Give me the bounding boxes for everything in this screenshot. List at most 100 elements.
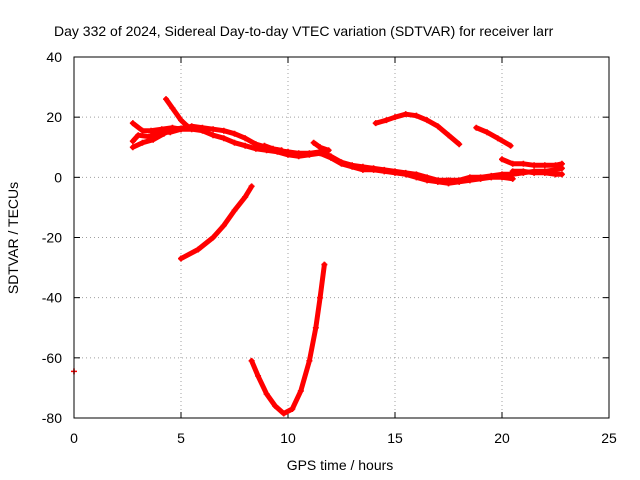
data-point-marker	[488, 174, 495, 181]
data-point-marker	[338, 160, 345, 167]
data-point-marker	[445, 180, 452, 187]
data-point-marker	[306, 357, 313, 364]
data-point-marker	[402, 111, 409, 118]
data-point-marker	[231, 139, 238, 146]
data-point-marker	[139, 139, 146, 146]
x-axis-label: GPS time / hours	[287, 457, 394, 473]
data-point-marker	[150, 136, 157, 143]
data-point-marker	[129, 138, 136, 145]
data-series-5	[163, 96, 191, 130]
data-point-marker	[297, 387, 304, 394]
data-point-marker	[184, 123, 191, 130]
data-point-marker	[541, 162, 548, 169]
data-point-marker	[261, 142, 268, 149]
data-point-marker	[499, 174, 505, 181]
plot-border	[73, 56, 610, 419]
data-point-marker	[499, 156, 505, 163]
y-tick-label: -60	[42, 350, 62, 366]
data-point-marker	[312, 324, 319, 331]
data-point-marker	[494, 135, 501, 142]
data-point-marker	[327, 154, 334, 161]
data-point-marker	[242, 193, 249, 200]
x-tick-label: 20	[494, 430, 510, 446]
data-point-marker	[278, 147, 285, 154]
data-point-marker	[321, 261, 328, 268]
data-point-marker	[484, 129, 491, 136]
data-series-12	[499, 156, 565, 169]
data-point-marker	[169, 126, 176, 133]
data-point-marker	[310, 139, 317, 146]
data-point-marker	[317, 294, 324, 301]
data-point-marker	[558, 160, 565, 167]
data-point-marker	[413, 112, 420, 119]
data-point-marker	[507, 142, 514, 149]
data-point-marker	[531, 162, 538, 169]
data-point-marker	[135, 132, 142, 139]
data-point-marker	[477, 175, 484, 182]
data-point-marker	[392, 169, 398, 176]
data-series-6	[261, 142, 285, 154]
data-point-marker	[178, 117, 184, 124]
data-point-marker	[317, 144, 324, 151]
data-point-marker	[248, 357, 255, 364]
data-point-marker	[270, 145, 277, 152]
y-tick-label: -40	[42, 290, 62, 306]
data-point-marker	[220, 135, 227, 142]
series-trace	[249, 262, 327, 416]
data-point-marker	[434, 123, 441, 130]
data-point-marker	[392, 114, 398, 121]
data-point-marker	[531, 169, 538, 176]
data-point-marker	[285, 151, 291, 158]
data-point-marker	[263, 390, 270, 397]
data-point-marker	[509, 175, 516, 182]
data-series-7	[310, 139, 332, 154]
data-point-marker	[248, 183, 255, 190]
data-point-marker	[129, 144, 136, 151]
x-tick-label: 0	[70, 430, 78, 446]
y-tick-label: 20	[46, 109, 62, 125]
data-point-marker	[231, 207, 238, 214]
x-tick-label: 10	[280, 430, 296, 446]
data-point-marker	[252, 145, 259, 152]
data-point-marker	[424, 117, 431, 124]
data-point-marker	[456, 178, 463, 185]
data-point-marker	[509, 168, 516, 175]
x-tick-label: 5	[177, 430, 185, 446]
series-trace	[373, 111, 462, 147]
data-point-marker	[424, 177, 431, 184]
data-point-marker	[139, 127, 146, 134]
data-point-marker	[163, 96, 170, 103]
data-point-marker	[402, 171, 409, 178]
data-point-marker	[220, 127, 227, 134]
data-point-marker	[210, 234, 217, 241]
data-point-marker	[129, 120, 136, 127]
data-point-marker	[434, 178, 441, 185]
y-tick-label: -80	[42, 410, 62, 426]
data-point-marker	[220, 222, 227, 229]
data-point-marker	[242, 135, 249, 142]
data-point-marker	[195, 246, 202, 253]
data-points	[71, 96, 565, 417]
data-point-marker	[289, 405, 296, 412]
data-point-marker	[148, 127, 155, 134]
data-point-marker	[231, 130, 238, 137]
data-series-11	[473, 124, 514, 149]
data-series-10	[372, 111, 463, 148]
data-point-marker	[178, 255, 184, 262]
grid-lines	[74, 57, 609, 418]
chart-title: Day 332 of 2024, Sidereal Day-to-day VTE…	[54, 23, 554, 39]
data-point-marker	[199, 127, 206, 134]
data-point-marker	[210, 126, 217, 133]
data-point-marker	[210, 132, 217, 139]
data-point-marker	[370, 166, 377, 173]
data-point-marker	[255, 372, 262, 379]
data-point-marker	[272, 402, 279, 409]
data-point-marker	[552, 171, 559, 178]
data-point-marker	[381, 168, 388, 175]
data-series-3	[129, 126, 516, 187]
y-tick-label: 0	[54, 169, 62, 185]
data-point-marker	[466, 177, 473, 184]
data-point-marker	[317, 150, 324, 157]
data-point-marker	[558, 171, 565, 178]
